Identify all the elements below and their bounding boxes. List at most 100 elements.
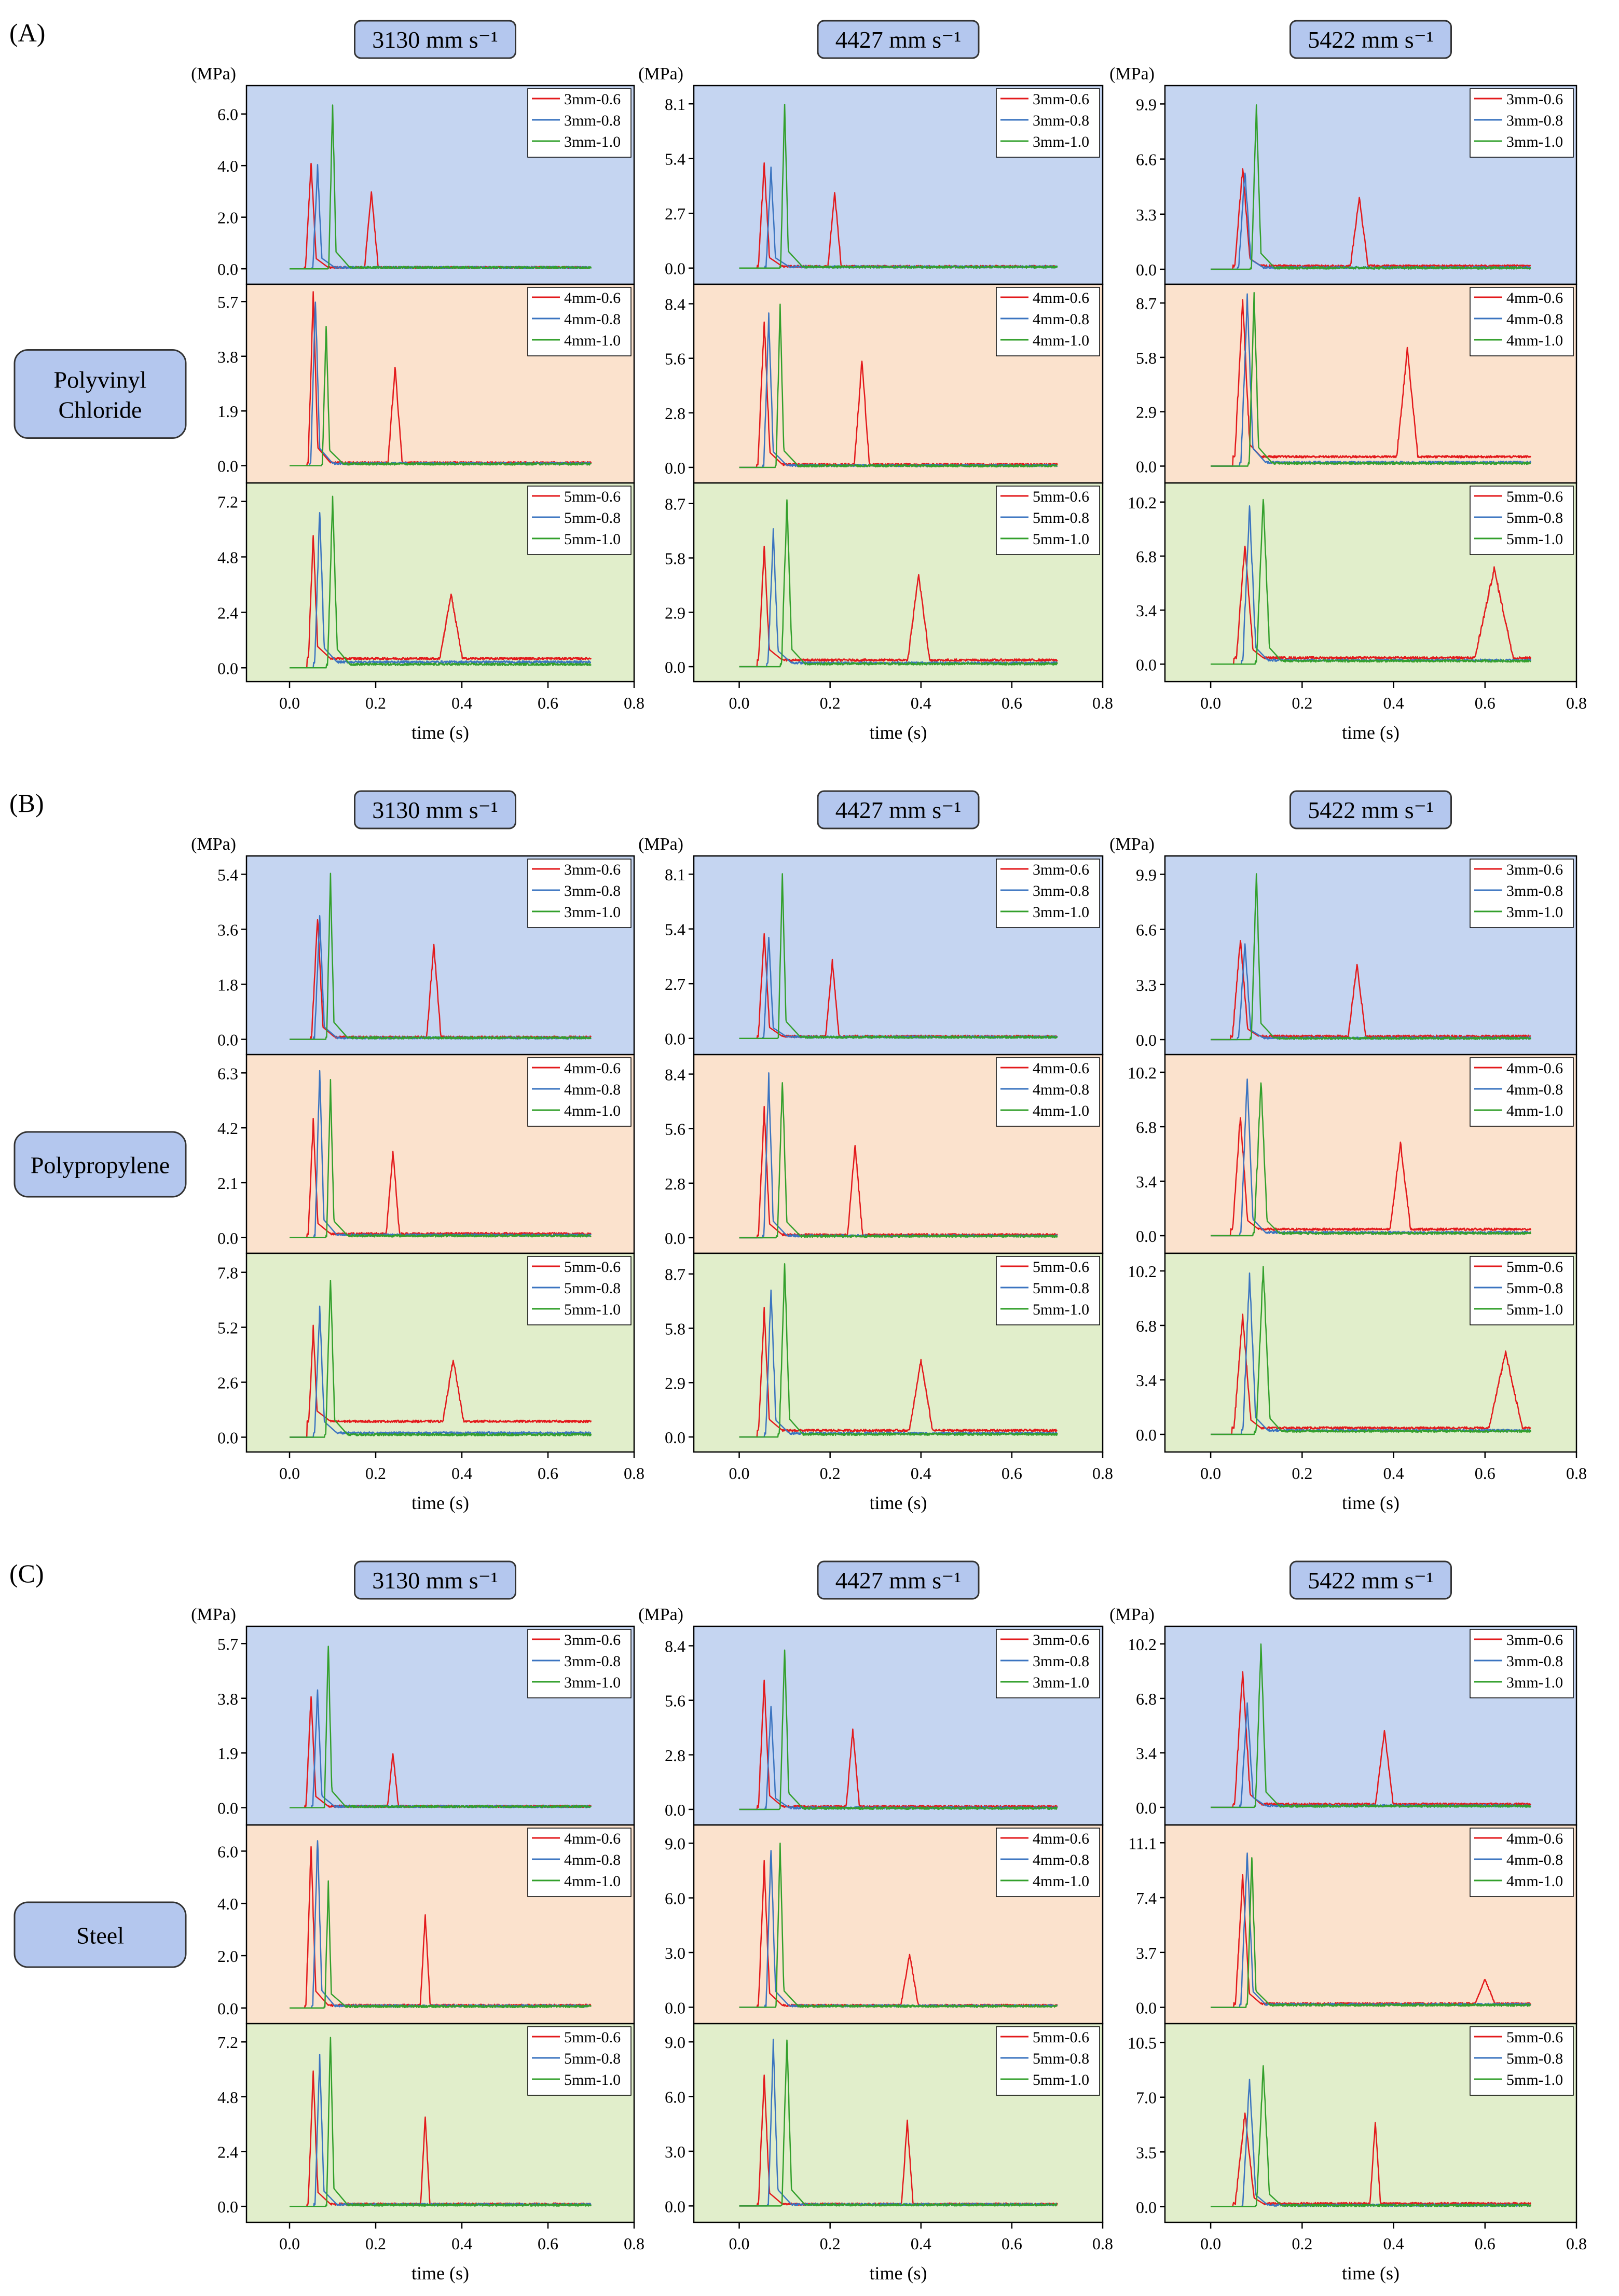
legend-entry: 5mm-1.0 xyxy=(1506,531,1563,548)
material-label: Steel xyxy=(76,1922,124,1949)
legend-entry: 4mm-0.8 xyxy=(1033,1081,1089,1098)
y-tick-label: 5.4 xyxy=(217,865,238,884)
legend-entry: 3mm-0.6 xyxy=(564,91,621,108)
x-tick-label: 0.2 xyxy=(365,694,386,712)
legend-entry: 5mm-1.0 xyxy=(564,1301,621,1318)
y-tick-label: 0.0 xyxy=(1136,655,1157,674)
legend-entry: 5mm-0.6 xyxy=(564,488,621,505)
series-line-5mm-1.0 xyxy=(739,2039,1058,2207)
chart-panel: 0.0 3.4 6.8 10.2 5mm-0.6 5mm-0.8 5mm-1.0 xyxy=(1128,482,1577,683)
x-tick-label: 0.0 xyxy=(279,694,300,712)
series-line-5mm-0.6 xyxy=(289,535,592,669)
y-tick-label: 0.0 xyxy=(665,1229,685,1248)
x-tick-label: 0.4 xyxy=(1383,2234,1404,2253)
legend-entry: 4mm-0.6 xyxy=(1033,1830,1089,1847)
series-line-4mm-1.0 xyxy=(289,1880,592,2009)
x-tick-label: 0.4 xyxy=(1383,1464,1404,1483)
legend-entry: 4mm-0.8 xyxy=(1033,1851,1089,1869)
x-tick-label: 0.6 xyxy=(1475,694,1495,712)
material-box xyxy=(13,1131,187,1198)
x-axis-label: time (s) xyxy=(870,2263,927,2284)
y-tick-label: 2.8 xyxy=(665,1174,685,1193)
x-tick-label: 0.0 xyxy=(1200,694,1221,712)
legend-entry: 4mm-0.8 xyxy=(564,1081,621,1098)
speed-header-label: 5422 mm s⁻¹ xyxy=(1308,26,1434,53)
y-tick-label: 0.0 xyxy=(217,1999,238,2018)
y-tick-label: 8.1 xyxy=(665,865,685,884)
legend-box xyxy=(996,859,1100,928)
speed-header-box xyxy=(1289,1560,1452,1600)
y-tick-label: 0.0 xyxy=(217,2197,238,2216)
legend-entry: 3mm-0.6 xyxy=(564,1631,621,1649)
legend-box xyxy=(527,859,632,928)
legend-box xyxy=(996,1256,1100,1325)
y-tick-label: 5.6 xyxy=(665,1120,685,1139)
y-tick-label: 3.6 xyxy=(217,920,238,939)
y-unit-label: (MPa) xyxy=(638,1605,683,1624)
legend-entry: 4mm-1.0 xyxy=(1506,1873,1563,1890)
series-line-3mm-0.6 xyxy=(1210,940,1531,1041)
y-tick-label: 2.8 xyxy=(665,1746,685,1765)
y-tick-label: 2.0 xyxy=(217,209,238,227)
y-tick-label: 0.0 xyxy=(1136,1799,1157,1817)
y-tick-label: 3.0 xyxy=(665,1944,685,1962)
x-tick-label: 0.8 xyxy=(624,694,644,712)
chart-panel: 0.0 2.9 5.8 8.7 5mm-0.6 5mm-0.8 5mm-1.0 xyxy=(665,1252,1104,1453)
x-axis-label: time (s) xyxy=(411,2263,469,2284)
legend-entry: 5mm-0.6 xyxy=(564,1258,621,1276)
legend-box xyxy=(1470,486,1574,555)
legend-box xyxy=(527,1057,632,1127)
y-tick-label: 2.1 xyxy=(217,1174,238,1193)
y-tick-label: 8.1 xyxy=(665,95,685,114)
x-tick-label: 0.4 xyxy=(911,694,931,712)
y-tick-label: 0.0 xyxy=(1136,457,1157,476)
legend-entry: 4mm-0.8 xyxy=(564,1851,621,1869)
y-tick-label: 0.0 xyxy=(665,1428,685,1447)
legend-entry: 3mm-1.0 xyxy=(1506,1674,1563,1691)
x-tick-label: 0.4 xyxy=(451,2234,472,2253)
y-tick-label: 6.3 xyxy=(217,1064,238,1083)
section-label: (C) xyxy=(9,1559,44,1588)
y-unit-label: (MPa) xyxy=(1109,835,1155,854)
series-line-5mm-1.0 xyxy=(289,2037,592,2207)
x-axis-label: time (s) xyxy=(870,722,927,743)
legend-box xyxy=(527,1256,632,1325)
legend-entry: 3mm-0.6 xyxy=(1506,1631,1563,1649)
y-tick-label: 2.7 xyxy=(665,975,685,993)
y-tick-label: 5.6 xyxy=(665,1692,685,1710)
y-unit-label: (MPa) xyxy=(1109,64,1155,84)
y-tick-label: 2.0 xyxy=(217,1947,238,1966)
legend-entry: 5mm-0.6 xyxy=(1506,2029,1563,2046)
series-line-4mm-1.0 xyxy=(739,1842,1058,2008)
chart-panel: 0.0 2.7 5.4 8.1 3mm-0.6 3mm-0.8 3mm-1.0 xyxy=(665,855,1104,1056)
chart-panel: 0.0 1.9 3.8 5.7 4mm-0.6 4mm-0.8 4mm-1.0 xyxy=(217,283,635,484)
y-tick-label: 5.4 xyxy=(665,920,685,939)
x-tick-label: 0.6 xyxy=(1001,694,1022,712)
x-tick-label: 0.4 xyxy=(451,694,472,712)
y-tick-label: 8.4 xyxy=(665,295,685,314)
legend-entry: 3mm-1.0 xyxy=(1033,904,1089,921)
y-tick-label: 6.0 xyxy=(665,1889,685,1908)
y-tick-label: 10.2 xyxy=(1128,493,1157,512)
speed-header-box xyxy=(817,1560,980,1600)
x-tick-label: 0.2 xyxy=(1292,1464,1312,1483)
series-line-5mm-1.0 xyxy=(289,1280,592,1438)
series-line-4mm-0.8 xyxy=(739,312,1058,468)
legend-entry: 5mm-0.6 xyxy=(1033,1258,1089,1276)
y-tick-label: 5.2 xyxy=(217,1319,238,1337)
x-tick-label: 0.0 xyxy=(1200,2234,1221,2253)
series-line-3mm-1.0 xyxy=(289,1645,592,1808)
speed-header-label: 4427 mm s⁻¹ xyxy=(835,797,962,823)
legend-entry: 3mm-1.0 xyxy=(1506,904,1563,921)
y-tick-label: 4.0 xyxy=(217,1894,238,1913)
material-label: Chloride xyxy=(59,397,142,423)
y-tick-label: 2.4 xyxy=(217,2143,238,2162)
legend-entry: 5mm-0.8 xyxy=(1506,1280,1563,1297)
legend-entry: 3mm-1.0 xyxy=(1033,1674,1089,1691)
legend-box xyxy=(1470,859,1574,928)
legend-box xyxy=(996,287,1100,356)
y-tick-label: 3.4 xyxy=(1136,1744,1157,1763)
y-tick-label: 6.6 xyxy=(1136,921,1157,939)
legend-entry: 3mm-0.8 xyxy=(1033,1653,1089,1670)
